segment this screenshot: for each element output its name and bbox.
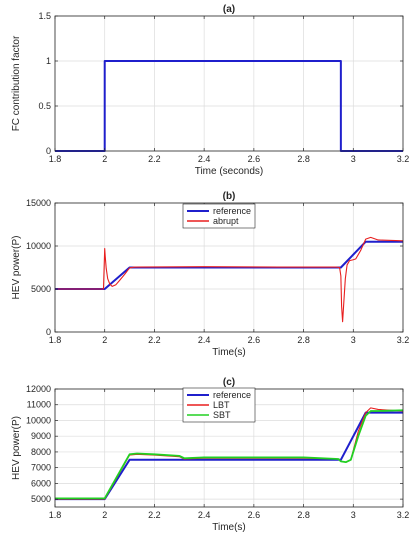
legend-label: abrupt xyxy=(213,216,239,226)
x-tick-label: 2.8 xyxy=(297,154,310,164)
axes-frame xyxy=(54,15,404,152)
chart-title: (a) xyxy=(223,4,235,15)
y-tick-label: 5000 xyxy=(31,494,51,504)
x-tick-label: 3 xyxy=(351,154,356,164)
x-tick-label: 1.8 xyxy=(49,154,62,164)
x-tick-label: 3.2 xyxy=(397,154,410,164)
chart-title: (c) xyxy=(223,377,235,388)
x-tick-label: 2.8 xyxy=(297,335,310,345)
y-axis-label: HEV power(P) xyxy=(11,416,22,480)
series-line-SBT xyxy=(55,409,404,500)
x-tick-label: 2 xyxy=(102,154,107,164)
y-tick-label: 1.5 xyxy=(38,11,51,21)
y-tick-label: 0.5 xyxy=(38,101,51,111)
x-tick-label: 3.2 xyxy=(397,510,410,520)
axes-frame xyxy=(54,202,404,333)
y-tick-label: 0 xyxy=(46,146,51,156)
plot-area xyxy=(55,16,403,151)
x-tick-label: 2 xyxy=(102,510,107,520)
y-tick-label: 0 xyxy=(46,327,51,337)
x-tick-label: 1.8 xyxy=(49,335,62,345)
x-tick-label: 3 xyxy=(351,510,356,520)
x-tick-label: 3.2 xyxy=(397,335,410,345)
legend-label: SBT xyxy=(213,410,231,420)
x-tick-label: 2.4 xyxy=(198,154,211,164)
x-tick-label: 3 xyxy=(351,335,356,345)
y-tick-label: 5000 xyxy=(31,284,51,294)
chart-title: (b) xyxy=(223,191,236,202)
x-tick-label: 2.8 xyxy=(297,510,310,520)
x-tick-label: 2.2 xyxy=(148,335,161,345)
y-tick-label: 11000 xyxy=(27,400,51,410)
y-axis-label: HEV power(P) xyxy=(11,236,22,300)
y-tick-label: 12000 xyxy=(26,384,51,394)
x-tick-label: 2.6 xyxy=(248,510,261,520)
y-tick-label: 15000 xyxy=(26,198,51,208)
legend-label: LBT xyxy=(213,400,230,410)
y-axis-label: FC contribution factor xyxy=(11,35,22,131)
x-tick-label: 2.2 xyxy=(148,510,161,520)
chart-panel-0: 1.8 2 2.2 2.4 2.6 2.8 3 3.2 0 0.5 1 1.5 (a) Time (sec… xyxy=(11,4,409,177)
x-tick-label: 2 xyxy=(102,335,107,345)
y-tick-label: 10000 xyxy=(26,415,51,425)
x-tick-label: 2.4 xyxy=(198,510,211,520)
chart-panel-2: 1.8 2 2.2 2.4 2.6 2.8 3 3.2 5000 6000 7000 8000 9000… xyxy=(11,377,409,533)
x-axis-label: Time (seconds) xyxy=(195,166,264,177)
x-tick-label: 2.2 xyxy=(148,154,161,164)
y-tick-label: 10000 xyxy=(26,241,51,251)
chart-panel-1: 1.8 2 2.2 2.4 2.6 2.8 3 3.2 0 5000 10000 15000 (b) Ti… xyxy=(11,191,409,358)
x-tick-label: 1.8 xyxy=(49,510,62,520)
x-axis-label: Time(s) xyxy=(212,347,246,358)
legend-box xyxy=(182,203,256,229)
series-line-abrupt xyxy=(55,236,404,323)
x-tick-label: 2.6 xyxy=(248,335,261,345)
y-tick-label: 1 xyxy=(46,56,51,66)
y-tick-label: 8000 xyxy=(31,447,51,457)
y-tick-label: 7000 xyxy=(31,463,51,473)
legend-label: reference xyxy=(213,390,251,400)
x-tick-label: 2.4 xyxy=(198,335,211,345)
y-tick-label: 6000 xyxy=(31,478,51,488)
x-axis-label: Time(s) xyxy=(212,522,246,533)
legend-label: reference xyxy=(213,206,251,216)
y-tick-label: 9000 xyxy=(31,431,51,441)
x-tick-label: 2.6 xyxy=(248,154,261,164)
